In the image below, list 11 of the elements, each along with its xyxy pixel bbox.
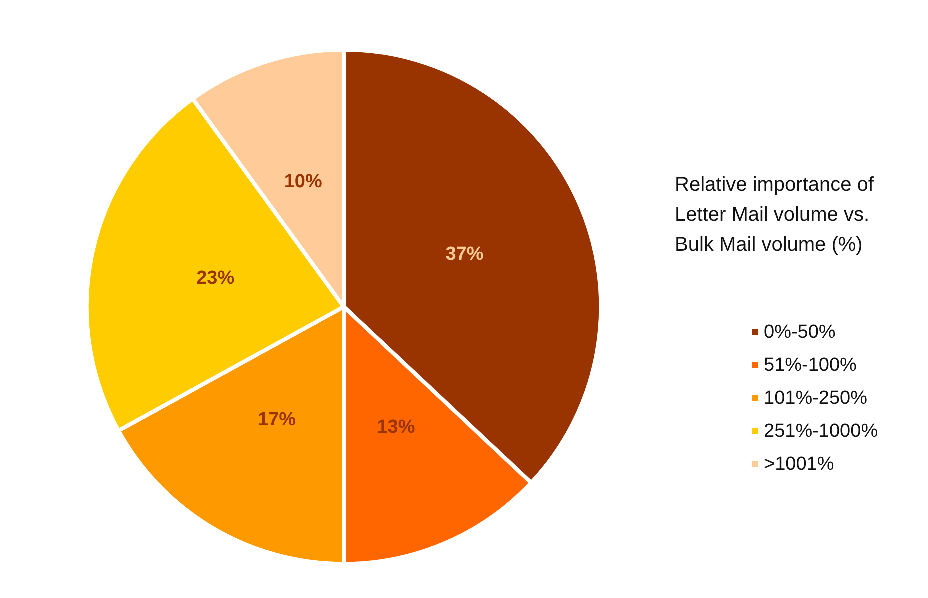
legend-title: Relative importance of Letter Mail volume vs. Bulk Mail volume (%) — [675, 174, 880, 256]
legend-label: >1001% — [764, 454, 834, 475]
legend-label: 51%-100% — [764, 355, 858, 376]
legend-label: 101%-250% — [764, 388, 868, 409]
data-label: 17% — [258, 410, 296, 431]
data-label: 10% — [284, 171, 322, 192]
legend-label: 251%-1000% — [764, 421, 878, 442]
data-label: 13% — [377, 417, 416, 438]
data-label: 37% — [446, 244, 484, 266]
legend-label: 0%-50% — [764, 322, 836, 343]
data-label: 23% — [196, 268, 235, 289]
